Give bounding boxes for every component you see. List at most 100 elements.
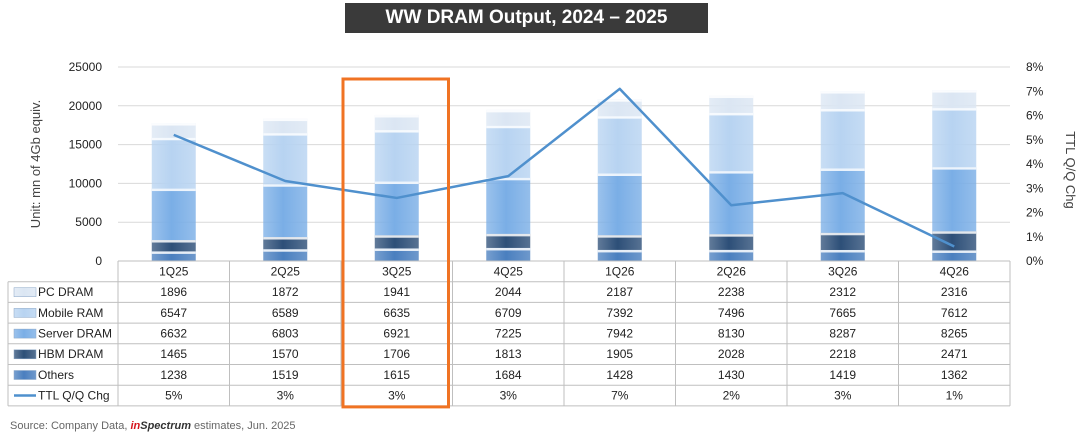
- bar-cap-hbm: [820, 232, 865, 236]
- table-cell: 2028: [718, 347, 745, 361]
- y-axis-label: Unit: mn of 4Gb equiv.: [28, 100, 43, 228]
- source-note: Source: Company Data, inSpectrum estimat…: [10, 420, 296, 432]
- bar-hbm: [932, 231, 977, 251]
- table-cell: 7612: [941, 306, 968, 320]
- bar-cap-server: [709, 171, 754, 174]
- table-cell: 1615: [383, 368, 410, 382]
- table-cell: 3%: [388, 389, 406, 403]
- bar-cap-others: [486, 247, 531, 251]
- x-category-label: 4Q26: [940, 264, 970, 278]
- table-cell: 2187: [606, 285, 633, 299]
- legend-label-others: Others: [38, 368, 74, 382]
- y-tick-label: 0: [95, 254, 102, 268]
- table-cell: 6921: [383, 326, 410, 340]
- table-cell: 6547: [160, 306, 187, 320]
- bar-server: [932, 167, 977, 232]
- bar-server: [374, 181, 419, 236]
- bar-cap-others: [709, 249, 754, 253]
- table-cell: 7665: [829, 306, 856, 320]
- bar-cap-server: [263, 184, 308, 187]
- table-cell: 1519: [272, 368, 299, 382]
- x-category-label: 1Q26: [605, 264, 635, 278]
- table-cell: 6589: [272, 306, 299, 320]
- table-cell: 2238: [718, 285, 745, 299]
- x-category-label: 1Q25: [159, 264, 189, 278]
- bar-cap-pc: [820, 91, 865, 94]
- bar-cap-hbm: [263, 237, 308, 240]
- bar-cap-pc: [263, 118, 308, 122]
- bar-server: [486, 177, 531, 234]
- bar-cap-others: [820, 249, 865, 253]
- bar-hbm: [709, 234, 754, 250]
- bar-cap-others: [597, 249, 642, 253]
- table-cell: 2044: [495, 285, 522, 299]
- table-cell: 6709: [495, 306, 522, 320]
- table-cell: 2%: [723, 389, 741, 403]
- x-category-label: 3Q26: [828, 264, 858, 278]
- table-cell: 1896: [160, 285, 187, 299]
- y2-tick-label: 3%: [1026, 181, 1044, 195]
- legend-swatch-server: [13, 328, 37, 339]
- y2-axis-label: TTL Q/Q Chg: [1063, 131, 1078, 209]
- bar-cap-pc: [151, 123, 196, 126]
- bar-hbm: [820, 232, 865, 250]
- table-cell: 8265: [941, 326, 968, 340]
- legend-swatch-pc: [13, 287, 37, 297]
- y2-tick-label: 2%: [1026, 206, 1044, 220]
- table-cell: 1905: [606, 347, 633, 361]
- bar-mobile: [151, 137, 196, 189]
- table-cell: 1941: [383, 285, 410, 299]
- table-cell: 1706: [383, 347, 410, 361]
- x-category-label: 2Q26: [717, 264, 747, 278]
- bar-pc: [151, 123, 196, 138]
- bar-server: [263, 184, 308, 238]
- chart-title: WW DRAM Output, 2024 – 2025: [345, 3, 708, 33]
- bar-pc: [486, 109, 531, 126]
- bar-cap-pc: [374, 114, 419, 118]
- table-cell: 1570: [272, 347, 299, 361]
- bar-others: [263, 249, 308, 261]
- bar-cap-hbm: [932, 231, 977, 234]
- table-cell: 1419: [829, 368, 856, 382]
- bar-cap-mobile: [932, 108, 977, 111]
- table-cell: 7392: [606, 306, 633, 320]
- x-category-label: 4Q25: [494, 264, 524, 278]
- bar-server: [597, 173, 642, 236]
- legend-label-hbm: HBM DRAM: [38, 347, 103, 361]
- table-cell: 5%: [165, 389, 183, 403]
- y2-tick-label: 5%: [1026, 133, 1044, 147]
- bar-cap-mobile: [263, 133, 308, 136]
- table-cell: 6635: [383, 306, 410, 320]
- bar-pc: [374, 114, 419, 131]
- bar-cap-mobile: [820, 108, 865, 112]
- bar-cap-others: [932, 250, 977, 253]
- y2-tick-label: 6%: [1026, 109, 1044, 123]
- bar-others: [932, 250, 977, 261]
- legend-label-pc: PC DRAM: [38, 285, 93, 299]
- table-cell: 3%: [834, 389, 852, 403]
- bar-others: [597, 249, 642, 261]
- y-tick-label: 25000: [69, 60, 103, 74]
- bar-cap-pc: [486, 109, 531, 113]
- bar-pc: [932, 90, 977, 109]
- bar-cap-pc: [932, 90, 977, 93]
- bar-cap-pc: [597, 99, 642, 102]
- y2-tick-label: 8%: [1026, 60, 1044, 74]
- bar-others: [820, 249, 865, 261]
- bar-cap-hbm: [486, 233, 531, 237]
- bar-cap-hbm: [709, 234, 754, 237]
- table-cell: 1872: [272, 285, 299, 299]
- bar-cap-others: [151, 251, 196, 254]
- source-prefix: Source: Company Data,: [10, 420, 131, 432]
- bar-cap-mobile: [709, 112, 754, 116]
- series-line-ttl-qq-chg: [173, 87, 955, 248]
- y2-tick-label: 1%: [1026, 230, 1044, 244]
- table-cell: 3%: [500, 389, 518, 403]
- table-cell: 6803: [272, 326, 299, 340]
- bar-pc: [263, 118, 308, 134]
- bar-mobile: [597, 116, 642, 174]
- table-cell: 7%: [611, 389, 629, 403]
- legend-swatch-mobile: [13, 308, 37, 318]
- bar-cap-server: [486, 177, 531, 181]
- bar-hbm: [597, 235, 642, 250]
